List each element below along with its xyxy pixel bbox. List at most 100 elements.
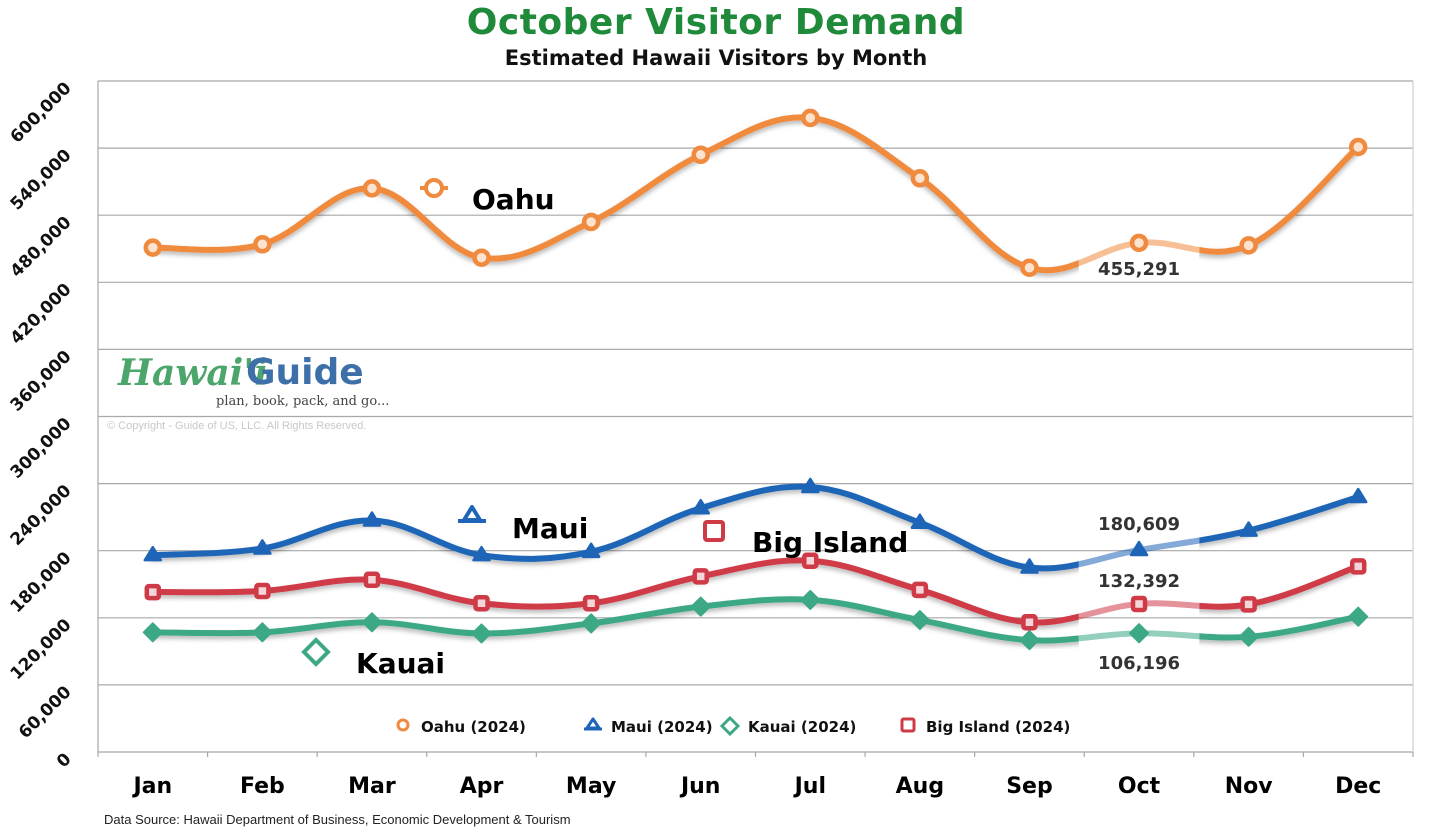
triangle-marker-icon [1348, 487, 1368, 504]
data-label-kauai: 106,196 [1098, 653, 1180, 674]
series-line-highlight [1078, 239, 1200, 267]
diamond-marker-icon [909, 610, 930, 631]
circle-marker-icon [1239, 236, 1258, 255]
x-tick-label: Mar [348, 774, 396, 799]
square-marker-icon [144, 583, 162, 601]
triangle-marker-icon [581, 542, 601, 559]
square-marker-icon [1130, 595, 1148, 613]
legend-item-oahu: Oahu (2024) [396, 718, 526, 736]
triangle-marker-icon [910, 513, 930, 529]
x-tick-label: Sep [1006, 774, 1053, 799]
square-marker-icon [254, 582, 271, 600]
data-label-big-island: 132,392 [1098, 571, 1180, 592]
series-label-text: Big Island [752, 526, 908, 559]
y-tick-label: 600,000 [7, 78, 76, 147]
x-tick-label: Jul [793, 774, 826, 799]
diamond-marker-icon [1019, 630, 1040, 651]
circle-marker-icon [1129, 233, 1149, 253]
series-lines [142, 108, 1369, 651]
y-tick-label: 60,000 [15, 682, 76, 743]
data-labels: 455,291 180,609 106,196 132,392 [1098, 259, 1180, 674]
diamond-marker-icon [142, 622, 163, 643]
y-tick-label: 540,000 [7, 145, 76, 214]
square-marker-icon [1021, 614, 1038, 631]
series-label-big-island: Big Island [703, 520, 908, 559]
x-tick-label: Dec [1335, 774, 1381, 799]
legend: Oahu (2024) Maui (2024) Kauai (2024) Big Is… [396, 715, 1070, 737]
y-tick-label: 180,000 [7, 548, 76, 617]
diamond-marker-icon [471, 623, 492, 644]
series-label-maui: Maui [458, 505, 588, 545]
series-label-oahu: Oahu [420, 178, 555, 216]
y-tick-label: 240,000 [7, 481, 76, 550]
legend-item-big-island: Big Island (2024) [900, 717, 1070, 736]
triangle-marker-icon [1020, 558, 1039, 574]
x-axis: Jan Feb Mar Apr May Jun Jul Aug Sep Oct Nov Dec [131, 774, 1381, 799]
data-source-note: Data Source: Hawaii Department of Busine… [104, 812, 571, 827]
y-axis: 0 60,000120,000180,000240,000300,000360,0… [7, 78, 76, 772]
legend-item-maui: Maui (2024) [584, 717, 713, 736]
triangle-marker-icon [1129, 540, 1149, 557]
y-tick-label: 0 [53, 749, 76, 772]
series-line-highlight [1078, 537, 1200, 568]
x-tick-label: Apr [460, 774, 504, 799]
series-kauai [142, 589, 1369, 651]
circle-marker-icon [801, 108, 820, 128]
diamond-marker-icon [690, 596, 711, 617]
triangle-marker-icon [253, 539, 272, 555]
logo-tagline: plan, book, pack, and go... [216, 394, 390, 409]
triangle-marker-icon [362, 511, 382, 527]
diamond-marker-icon [1129, 623, 1150, 644]
x-tick-label: Nov [1225, 774, 1274, 799]
diamond-marker-icon [1348, 606, 1369, 627]
diamond-marker-icon [301, 637, 331, 667]
x-tick-label: May [566, 774, 616, 799]
y-tick-label: 420,000 [7, 280, 76, 349]
series-label-text: Oahu [472, 183, 555, 216]
diamond-marker-icon [800, 589, 821, 610]
hawaii-guide-logo: Hawai'i Guide plan, book, pack, and go..… [118, 352, 398, 432]
triangle-marker-icon [691, 498, 710, 515]
square-marker-icon [911, 581, 929, 599]
x-tick-label: Oct [1118, 774, 1161, 799]
series-maui [143, 477, 1368, 574]
y-tick-label: 480,000 [7, 212, 76, 281]
square-marker-icon [1240, 596, 1257, 613]
circle-marker-icon [1020, 258, 1039, 278]
chart-subtitle: Estimated Hawaii Visitors by Month [504, 46, 928, 70]
circle-marker-icon [143, 238, 163, 257]
legend-item-kauai: Kauai (2024) [719, 715, 856, 737]
legend-label: Maui (2024) [611, 718, 713, 736]
x-tick-label: Jan [131, 774, 172, 799]
circle-marker-icon [910, 169, 930, 188]
diamond-marker-icon [1238, 626, 1259, 647]
diamond-marker-icon [719, 715, 741, 737]
series-label-text: Kauai [356, 647, 445, 680]
square-marker-icon [1349, 558, 1367, 575]
data-label-oahu: 455,291 [1098, 259, 1180, 280]
y-tick-label: 300,000 [7, 414, 76, 483]
square-marker-icon [692, 568, 709, 585]
series-big-island [144, 552, 1367, 631]
circle-marker-icon [362, 179, 382, 198]
copyright-notice: © Copyright - Guide of US, LLC. All Righ… [107, 420, 367, 432]
legend-label: Kauai (2024) [748, 718, 856, 736]
triangle-marker-icon [462, 505, 482, 522]
series-line-highlight [1078, 600, 1200, 620]
triangle-marker-icon [801, 477, 820, 494]
legend-label: Big Island (2024) [926, 718, 1070, 736]
square-marker-icon [582, 595, 600, 612]
chart-title: October Visitor Demand [466, 2, 966, 43]
square-marker-icon [802, 552, 819, 570]
circle-marker-icon [691, 145, 710, 165]
circle-marker-icon [424, 178, 444, 198]
x-tick-label: Feb [240, 774, 285, 799]
triangle-marker-icon [472, 545, 491, 562]
square-marker-icon [900, 717, 916, 733]
diamond-marker-icon [252, 622, 273, 643]
series-line-highlight [1078, 630, 1200, 642]
circle-marker-icon [472, 248, 491, 267]
x-tick-label: Aug [896, 774, 944, 799]
square-marker-icon [703, 520, 725, 542]
series-label-kauai: Kauai [301, 637, 445, 680]
